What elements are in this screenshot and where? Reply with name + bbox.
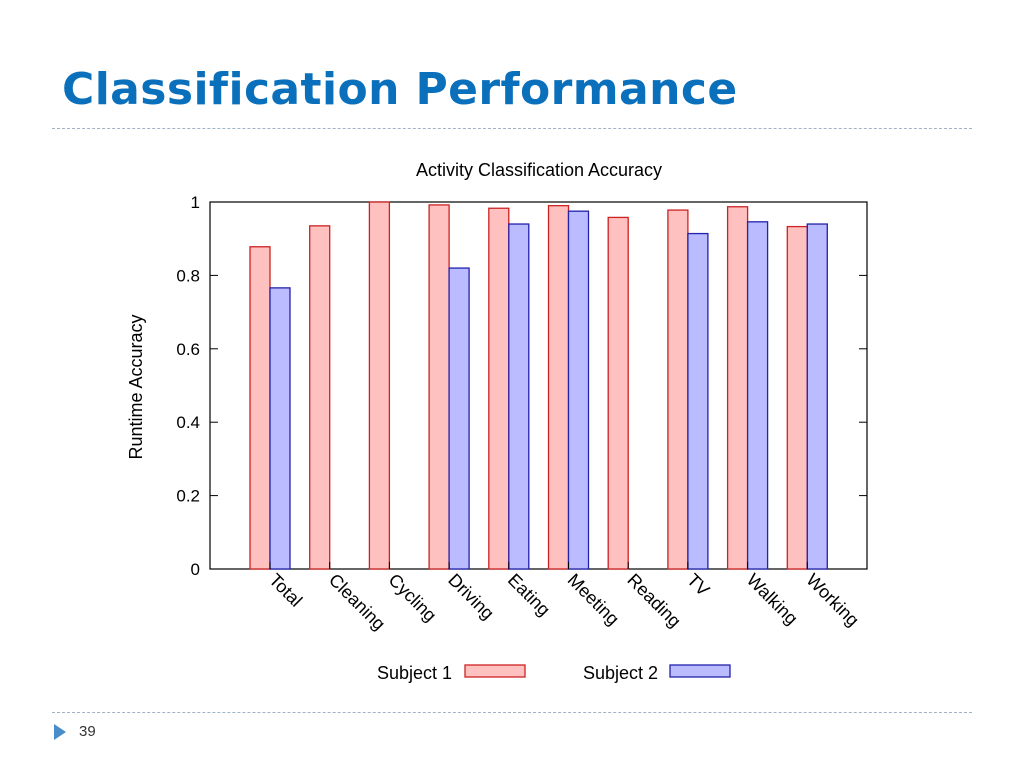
bars bbox=[249, 201, 828, 570]
bar-subject-2 bbox=[448, 267, 470, 570]
bar-subject-1 bbox=[249, 246, 271, 570]
bar-subject-2 bbox=[806, 223, 828, 570]
bar-subject-1 bbox=[726, 206, 749, 570]
bar-subject-1 bbox=[309, 225, 331, 570]
legend-label: Subject 2 bbox=[583, 663, 658, 683]
x-tick-label: Working bbox=[802, 570, 863, 631]
x-tick-label: Walking bbox=[743, 570, 802, 629]
plot-frame bbox=[209, 201, 868, 570]
bar-subject-1 bbox=[488, 207, 510, 570]
x-tick-label: Reading bbox=[623, 570, 685, 632]
chart-title: Activity Classification Accuracy bbox=[416, 160, 662, 180]
x-tick-label: Cycling bbox=[385, 570, 441, 626]
slide-title: Classification Performance bbox=[62, 64, 738, 115]
x-tick-label: Total bbox=[265, 570, 306, 611]
y-axis-label: Runtime Accuracy bbox=[126, 314, 146, 459]
y-axis: 0 0.2 0.4 0.6 0.8 1 bbox=[176, 193, 867, 579]
bar-subject-2 bbox=[567, 210, 590, 570]
bar-subject-1 bbox=[667, 209, 689, 570]
legend-swatch bbox=[464, 664, 526, 678]
x-tick-label: Meeting bbox=[564, 570, 623, 629]
bar-subject-1 bbox=[368, 201, 391, 570]
y-tick-label: 0.8 bbox=[176, 266, 200, 285]
legend-label: Subject 1 bbox=[377, 663, 452, 683]
x-tick-label: Cleaning bbox=[325, 570, 389, 634]
bar-subject-2 bbox=[687, 232, 709, 570]
bar-subject-1 bbox=[428, 204, 450, 570]
page-number: 39 bbox=[79, 723, 96, 740]
triangle-right-icon bbox=[54, 724, 66, 740]
title-divider bbox=[52, 128, 972, 129]
bar-subject-2 bbox=[746, 221, 769, 570]
bar-subject-1 bbox=[607, 216, 629, 570]
x-tick-label: Driving bbox=[444, 570, 498, 624]
bar-subject-1 bbox=[786, 225, 808, 570]
y-tick-label: 0 bbox=[191, 560, 200, 579]
bar-subject-2 bbox=[508, 223, 530, 570]
footer-divider bbox=[52, 712, 972, 713]
legend: Subject 1 Subject 2 bbox=[377, 663, 731, 683]
bar-subject-2 bbox=[269, 287, 291, 570]
bar-subject-1 bbox=[547, 205, 570, 570]
y-tick-label: 0.6 bbox=[176, 340, 200, 359]
x-tick-label: TV bbox=[683, 570, 713, 600]
y-tick-label: 0.4 bbox=[176, 413, 200, 432]
y-tick-label: 0.2 bbox=[176, 487, 200, 506]
y-tick-label: 1 bbox=[191, 193, 200, 212]
legend-swatch bbox=[669, 664, 731, 678]
x-tick-label: Eating bbox=[504, 570, 554, 620]
